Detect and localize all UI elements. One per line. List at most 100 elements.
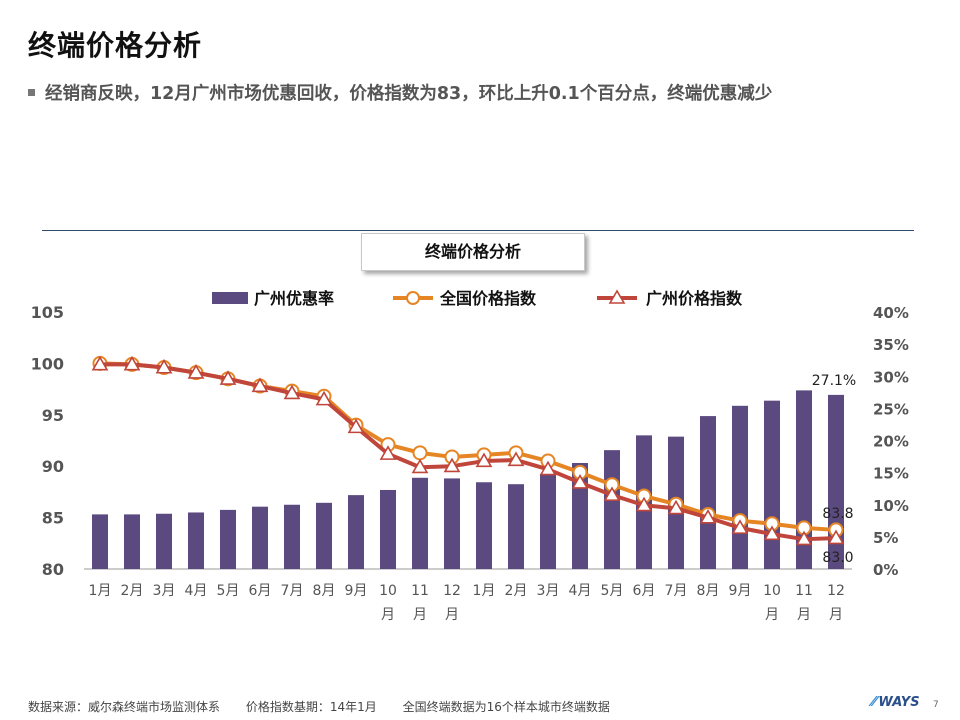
guangzhou-index-point [795,530,813,546]
section-divider [42,230,914,231]
x-axis-tick-label: 1月 [89,583,112,599]
footer-base: 价格指数基期：14年1月 [245,700,377,714]
bar-data-label: 27.1% [812,373,856,389]
price-analysis-chart: 80 85 90 95 100 105 0% 5% 10% 15% 20% 25% 30% 35% 40% 1… [31,289,909,623]
x-axis-tick-label: 8月 [313,583,336,599]
x-axis-tick-label: 9月 [345,583,368,599]
right-axis-tick-label: 25% [873,400,909,418]
guangzhou-index-point [475,452,493,468]
guangzhou-index-point [347,418,365,434]
left-axis-tick-label: 90 [42,457,64,476]
bar-guangzhou-discount [572,462,588,569]
x-axis-tick-label: 4月 [569,583,592,599]
bar-guangzhou-discount [540,473,556,569]
x-axis-tick-label: 5月 [601,583,624,599]
bar-guangzhou-discount [252,506,268,569]
bar-guangzhou-discount [476,482,492,569]
ways-logo: ⁄⁄ WAYS [872,695,920,710]
bar-guangzhou-discount [348,495,364,569]
x-axis-tick-label: 11 月 [411,583,429,623]
legend-label-guangzhou: 广州价格指数 [646,289,743,308]
bar-guangzhou-discount [220,509,236,569]
bar-guangzhou-discount [92,514,108,569]
page-title: 终端价格分析 [28,29,203,62]
bar-guangzhou-discount [156,513,172,569]
bar-guangzhou-discount [124,514,140,569]
guangzhou-index-point [603,486,621,502]
legend-label-national: 全国价格指数 [439,289,537,308]
guangzhou-index-point [411,458,429,474]
guangzhou-index-point [251,377,269,393]
chart-title-box: 终端价格分析 [361,233,585,271]
left-axis-tick-label: 80 [42,560,64,579]
guangzhou-index-point [155,358,173,374]
bar-guangzhou-discount [316,502,332,569]
x-axis-tick-label: 3月 [153,583,176,599]
guangzhou-index-data-label: 83.0 [822,550,853,566]
footer-source: 数据来源：威尔森终端市场监测体系 [28,700,221,714]
guangzhou-index-point [827,529,845,545]
left-axis-tick-label: 85 [42,509,64,528]
x-axis-tick-label: 9月 [729,583,752,599]
guangzhou-index-point [315,390,333,406]
bullet-summary: 经销商反映，12月广州市场优惠回收，价格指数为83，环比上升0.1个百分点，终端… [28,80,772,105]
footer-note: 全国终端数据为16个样本城市终端数据 [402,700,610,714]
bar-guangzhou-discount [732,405,748,569]
national-index-line [98,361,838,532]
guangzhou-index-point [91,355,109,371]
guangzhou-index-point [571,474,589,489]
bar-guangzhou-discount [188,512,204,569]
guangzhou-index-point [699,508,717,524]
guangzhou-index-point [443,457,461,473]
national-index-data-label: 83.8 [822,506,853,522]
guangzhou-index-point [539,460,557,476]
left-axis-tick-label: 105 [31,303,64,322]
guangzhou-index-point [635,496,653,512]
logo-swoosh-icon: ⁄⁄ [872,695,877,710]
left-axis-tick-label: 100 [31,354,64,373]
bar-guangzhou-discount [380,489,396,569]
footer: 数据来源：威尔森终端市场监测体系 价格指数基期：14年1月 全国终端数据为16个… [28,698,632,715]
logo-text: WAYS [878,695,920,710]
x-axis-tick-label: 3月 [537,583,560,599]
x-axis-tick-label: 8月 [697,583,720,599]
right-axis-tick-label: 0% [873,561,898,579]
x-axis-tick-label: 2月 [121,583,144,599]
x-axis-tick-label: 6月 [633,583,656,599]
bar-guangzhou-discount [700,416,716,569]
legend-swatch-bar [212,292,248,304]
x-axis-tick-label: 12 月 [827,583,845,623]
bullet-summary-text: 经销商反映，12月广州市场优惠回收，价格指数为83，环比上升0.1个百分点，终端… [45,84,773,104]
bar-guangzhou-discount [284,504,300,569]
right-axis-tick-label: 35% [873,336,909,354]
guangzhou-index-point [219,370,237,385]
x-axis-tick-label: 2月 [505,583,528,599]
bar-guangzhou-discount [764,400,780,569]
national-index-point [412,445,428,461]
bullet-square-icon [28,88,35,96]
legend-marker-national [406,291,420,305]
guangzhou-index-point [731,519,749,534]
guangzhou-index-point [507,451,525,467]
legend-marker-guangzhou [608,289,626,304]
x-axis-tick-label: 5月 [217,583,240,599]
right-axis-tick-label: 40% [873,304,909,322]
guangzhou-index-point [379,445,397,460]
x-axis-tick-label: 4月 [185,583,208,599]
x-axis-tick-label: 1月 [473,583,496,599]
guangzhou-index-line [98,362,838,542]
x-axis-tick-label: 6月 [249,583,272,599]
x-axis-tick-label: 10 月 [763,583,781,623]
right-axis-tick-label: 15% [873,465,909,483]
bar-guangzhou-discount [508,484,524,569]
right-axis-tick-label: 20% [873,433,909,451]
right-axis-tick-label: 5% [873,529,898,547]
bar-guangzhou-discount [604,450,620,569]
right-axis-tick-label: 30% [873,368,909,386]
guangzhou-index-point [667,499,685,515]
guangzhou-index-point [763,525,781,541]
page-number: 7 [933,700,939,710]
x-axis-tick-label: 7月 [665,583,688,599]
x-axis-tick-label: 7月 [281,583,304,599]
guangzhou-index-point [187,364,205,379]
